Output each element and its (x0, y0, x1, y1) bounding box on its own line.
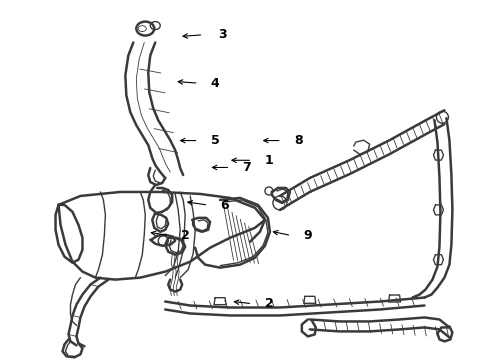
Text: 5: 5 (211, 134, 220, 147)
Text: 9: 9 (304, 229, 312, 242)
Text: 2: 2 (265, 297, 273, 310)
Text: 2: 2 (181, 229, 190, 242)
Text: 4: 4 (211, 77, 220, 90)
Text: 3: 3 (218, 28, 227, 41)
Text: 8: 8 (294, 134, 302, 147)
Text: 7: 7 (243, 161, 251, 174)
Text: 1: 1 (265, 154, 273, 167)
Text: 6: 6 (220, 199, 229, 212)
